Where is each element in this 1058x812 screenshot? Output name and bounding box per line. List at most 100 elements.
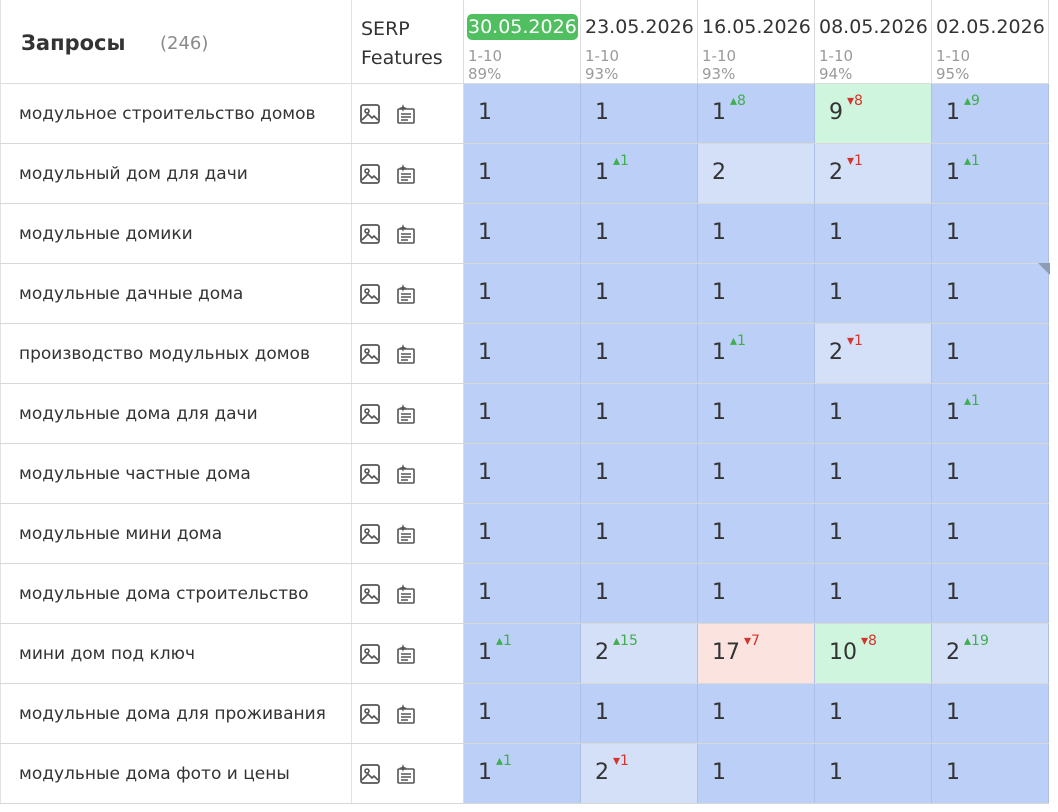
- date-label[interactable]: 08.05.2026: [819, 16, 928, 38]
- position-cell[interactable]: 1: [932, 684, 1049, 743]
- featured-snippet-icon[interactable]: [395, 283, 417, 305]
- position-cell[interactable]: 1 ▴1: [464, 744, 581, 803]
- date-column-header[interactable]: 02.05.2026 1-10 95%: [932, 0, 1049, 84]
- position-cell[interactable]: 1 ▴1: [698, 324, 815, 383]
- query-text[interactable]: модульное строительство домов: [19, 103, 316, 124]
- position-cell[interactable]: 1: [464, 684, 581, 743]
- query-cell[interactable]: модульные мини дома: [0, 504, 352, 563]
- image-icon[interactable]: [359, 343, 381, 365]
- position-cell[interactable]: 1: [932, 504, 1049, 563]
- position-cell[interactable]: 1: [464, 504, 581, 563]
- query-text[interactable]: модульные дома строительство: [19, 583, 309, 604]
- query-cell[interactable]: модульные дома фото и цены: [0, 744, 352, 803]
- position-cell[interactable]: 1: [464, 264, 581, 323]
- position-cell[interactable]: 2 ▾1: [815, 324, 932, 383]
- position-cell[interactable]: 10 ▾8: [815, 624, 932, 683]
- position-cell[interactable]: 9 ▾8: [815, 84, 932, 143]
- image-icon[interactable]: [359, 643, 381, 665]
- position-cell[interactable]: 1: [581, 264, 698, 323]
- date-label[interactable]: 02.05.2026: [936, 16, 1045, 38]
- date-label[interactable]: 23.05.2026: [585, 16, 694, 38]
- featured-snippet-icon[interactable]: [395, 163, 417, 185]
- position-cell[interactable]: 2 ▾1: [581, 744, 698, 803]
- query-text[interactable]: модульные дома для дачи: [19, 403, 258, 424]
- position-cell[interactable]: 1 ▴1: [581, 144, 698, 203]
- query-cell[interactable]: модульные дачные дома: [0, 264, 352, 323]
- position-cell[interactable]: 1: [464, 384, 581, 443]
- position-cell[interactable]: 1: [464, 84, 581, 143]
- position-cell[interactable]: 1: [932, 564, 1049, 623]
- query-text[interactable]: модульный дом для дачи: [19, 163, 248, 184]
- query-cell[interactable]: модульное строительство домов: [0, 84, 352, 143]
- query-text[interactable]: модульные домики: [19, 223, 193, 244]
- position-cell[interactable]: 1: [932, 204, 1049, 263]
- position-cell[interactable]: 1: [815, 204, 932, 263]
- position-cell[interactable]: 1: [815, 564, 932, 623]
- position-cell[interactable]: 1: [698, 564, 815, 623]
- position-cell[interactable]: 1: [815, 744, 932, 803]
- featured-snippet-icon[interactable]: [395, 763, 417, 785]
- position-cell[interactable]: 1: [464, 144, 581, 203]
- position-cell[interactable]: 1: [698, 504, 815, 563]
- position-cell[interactable]: 1: [581, 84, 698, 143]
- position-cell[interactable]: 1: [581, 204, 698, 263]
- position-cell[interactable]: 2 ▴19: [932, 624, 1049, 683]
- query-text[interactable]: модульные дома фото и цены: [19, 763, 290, 784]
- date-column-header[interactable]: 23.05.2026 1-10 93%: [581, 0, 698, 84]
- queries-header[interactable]: Запросы (246): [0, 0, 352, 84]
- date-label[interactable]: 30.05.2026: [467, 14, 578, 40]
- image-icon[interactable]: [359, 763, 381, 785]
- featured-snippet-icon[interactable]: [395, 343, 417, 365]
- queries-title[interactable]: Запросы: [21, 31, 126, 55]
- query-cell[interactable]: модульные дома строительство: [0, 564, 352, 623]
- query-cell[interactable]: модульные домики: [0, 204, 352, 263]
- position-cell[interactable]: 2: [698, 144, 815, 203]
- query-cell[interactable]: модульные дома для дачи: [0, 384, 352, 443]
- position-cell[interactable]: 1: [815, 384, 932, 443]
- position-cell[interactable]: 1: [815, 504, 932, 563]
- featured-snippet-icon[interactable]: [395, 583, 417, 605]
- date-column-header[interactable]: 08.05.2026 1-10 94%: [815, 0, 932, 84]
- position-cell[interactable]: 1 ▴1: [932, 144, 1049, 203]
- query-text[interactable]: модульные мини дома: [19, 523, 223, 544]
- position-cell[interactable]: 1: [815, 444, 932, 503]
- featured-snippet-icon[interactable]: [395, 403, 417, 425]
- position-cell[interactable]: 1: [464, 444, 581, 503]
- query-text[interactable]: модульные дачные дома: [19, 283, 244, 304]
- image-icon[interactable]: [359, 463, 381, 485]
- image-icon[interactable]: [359, 523, 381, 545]
- position-cell[interactable]: 1: [815, 684, 932, 743]
- date-column-header[interactable]: 16.05.2026 1-10 93%: [698, 0, 815, 84]
- date-label[interactable]: 16.05.2026: [702, 16, 811, 38]
- position-cell[interactable]: 1: [698, 744, 815, 803]
- query-cell[interactable]: производство модульных домов: [0, 324, 352, 383]
- query-text[interactable]: производство модульных домов: [19, 343, 310, 364]
- position-cell[interactable]: 2 ▴15: [581, 624, 698, 683]
- image-icon[interactable]: [359, 703, 381, 725]
- featured-snippet-icon[interactable]: [395, 223, 417, 245]
- query-text[interactable]: модульные дома для проживания: [19, 703, 326, 724]
- position-cell[interactable]: 1: [464, 204, 581, 263]
- image-icon[interactable]: [359, 283, 381, 305]
- position-cell[interactable]: 2 ▾1: [815, 144, 932, 203]
- featured-snippet-icon[interactable]: [395, 463, 417, 485]
- position-cell[interactable]: 1 ▴1: [932, 384, 1049, 443]
- position-cell[interactable]: 1: [698, 384, 815, 443]
- position-cell[interactable]: 1: [932, 744, 1049, 803]
- query-text[interactable]: модульные частные дома: [19, 463, 251, 484]
- position-cell[interactable]: 1: [581, 684, 698, 743]
- position-cell[interactable]: 1: [698, 444, 815, 503]
- featured-snippet-icon[interactable]: [395, 523, 417, 545]
- position-cell[interactable]: 1: [464, 564, 581, 623]
- image-icon[interactable]: [359, 403, 381, 425]
- position-cell[interactable]: 1 ▴1: [464, 624, 581, 683]
- position-cell[interactable]: 1: [581, 324, 698, 383]
- position-cell[interactable]: 1: [932, 324, 1049, 383]
- position-cell[interactable]: 1 ▴8: [698, 84, 815, 143]
- query-cell[interactable]: модульные частные дома: [0, 444, 352, 503]
- featured-snippet-icon[interactable]: [395, 643, 417, 665]
- position-cell[interactable]: 1: [698, 204, 815, 263]
- position-cell[interactable]: 1: [932, 444, 1049, 503]
- position-cell[interactable]: 1: [581, 564, 698, 623]
- position-cell[interactable]: 17 ▾7: [698, 624, 815, 683]
